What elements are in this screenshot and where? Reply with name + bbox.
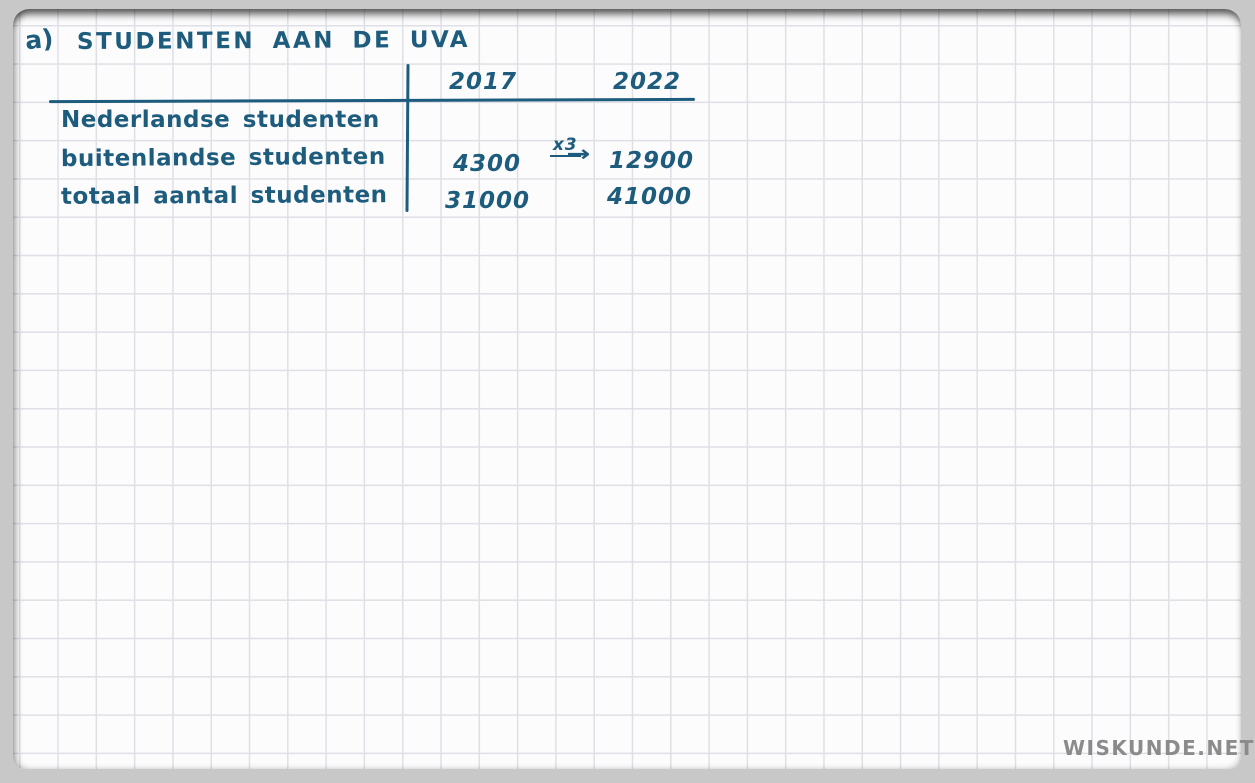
value-buitenlandse-2017: 4300	[453, 151, 522, 177]
row-label-totaal-aantal-studenten: totaal aantal studenten	[60, 182, 388, 210]
exercise-item-label: a)	[23, 23, 55, 56]
value-totaal-2017: 31000	[445, 188, 531, 214]
column-header-2017: 2017	[449, 69, 518, 95]
watermark: WISKUNDE.NET	[1063, 736, 1255, 760]
value-totaal-2022: 41000	[607, 184, 693, 210]
table-vertical-rule	[405, 63, 410, 213]
page-title: STUDENTEN AAN DE UVA	[77, 26, 471, 56]
title-row: a) STUDENTEN AAN DE UVA	[23, 23, 471, 56]
row-label-nederlandse-studenten: Nederlandse studenten	[61, 107, 380, 133]
table-header-rule	[48, 97, 696, 104]
row-label-buitenlandse-studenten: buitenlandse studenten	[60, 143, 386, 173]
times-three-annotation: x3 →	[543, 137, 591, 167]
times-three-label: x3	[549, 137, 581, 157]
column-header-2022: 2022	[613, 69, 682, 95]
right-arrow-icon: →	[566, 142, 591, 167]
whiteboard: a) STUDENTEN AAN DE UVA 2017 2022 Nederl…	[13, 9, 1253, 769]
value-buitenlandse-2022: 12900	[609, 148, 695, 174]
